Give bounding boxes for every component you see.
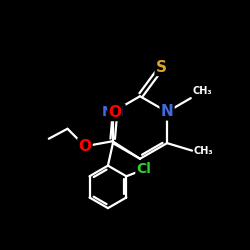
Text: NH: NH	[101, 105, 124, 119]
Text: O: O	[78, 139, 92, 154]
Text: CH₃: CH₃	[192, 86, 212, 96]
Text: CH₃: CH₃	[193, 146, 213, 156]
Text: S: S	[156, 60, 167, 75]
Text: Cl: Cl	[136, 162, 151, 176]
Text: O: O	[108, 105, 122, 120]
Text: N: N	[161, 104, 173, 120]
